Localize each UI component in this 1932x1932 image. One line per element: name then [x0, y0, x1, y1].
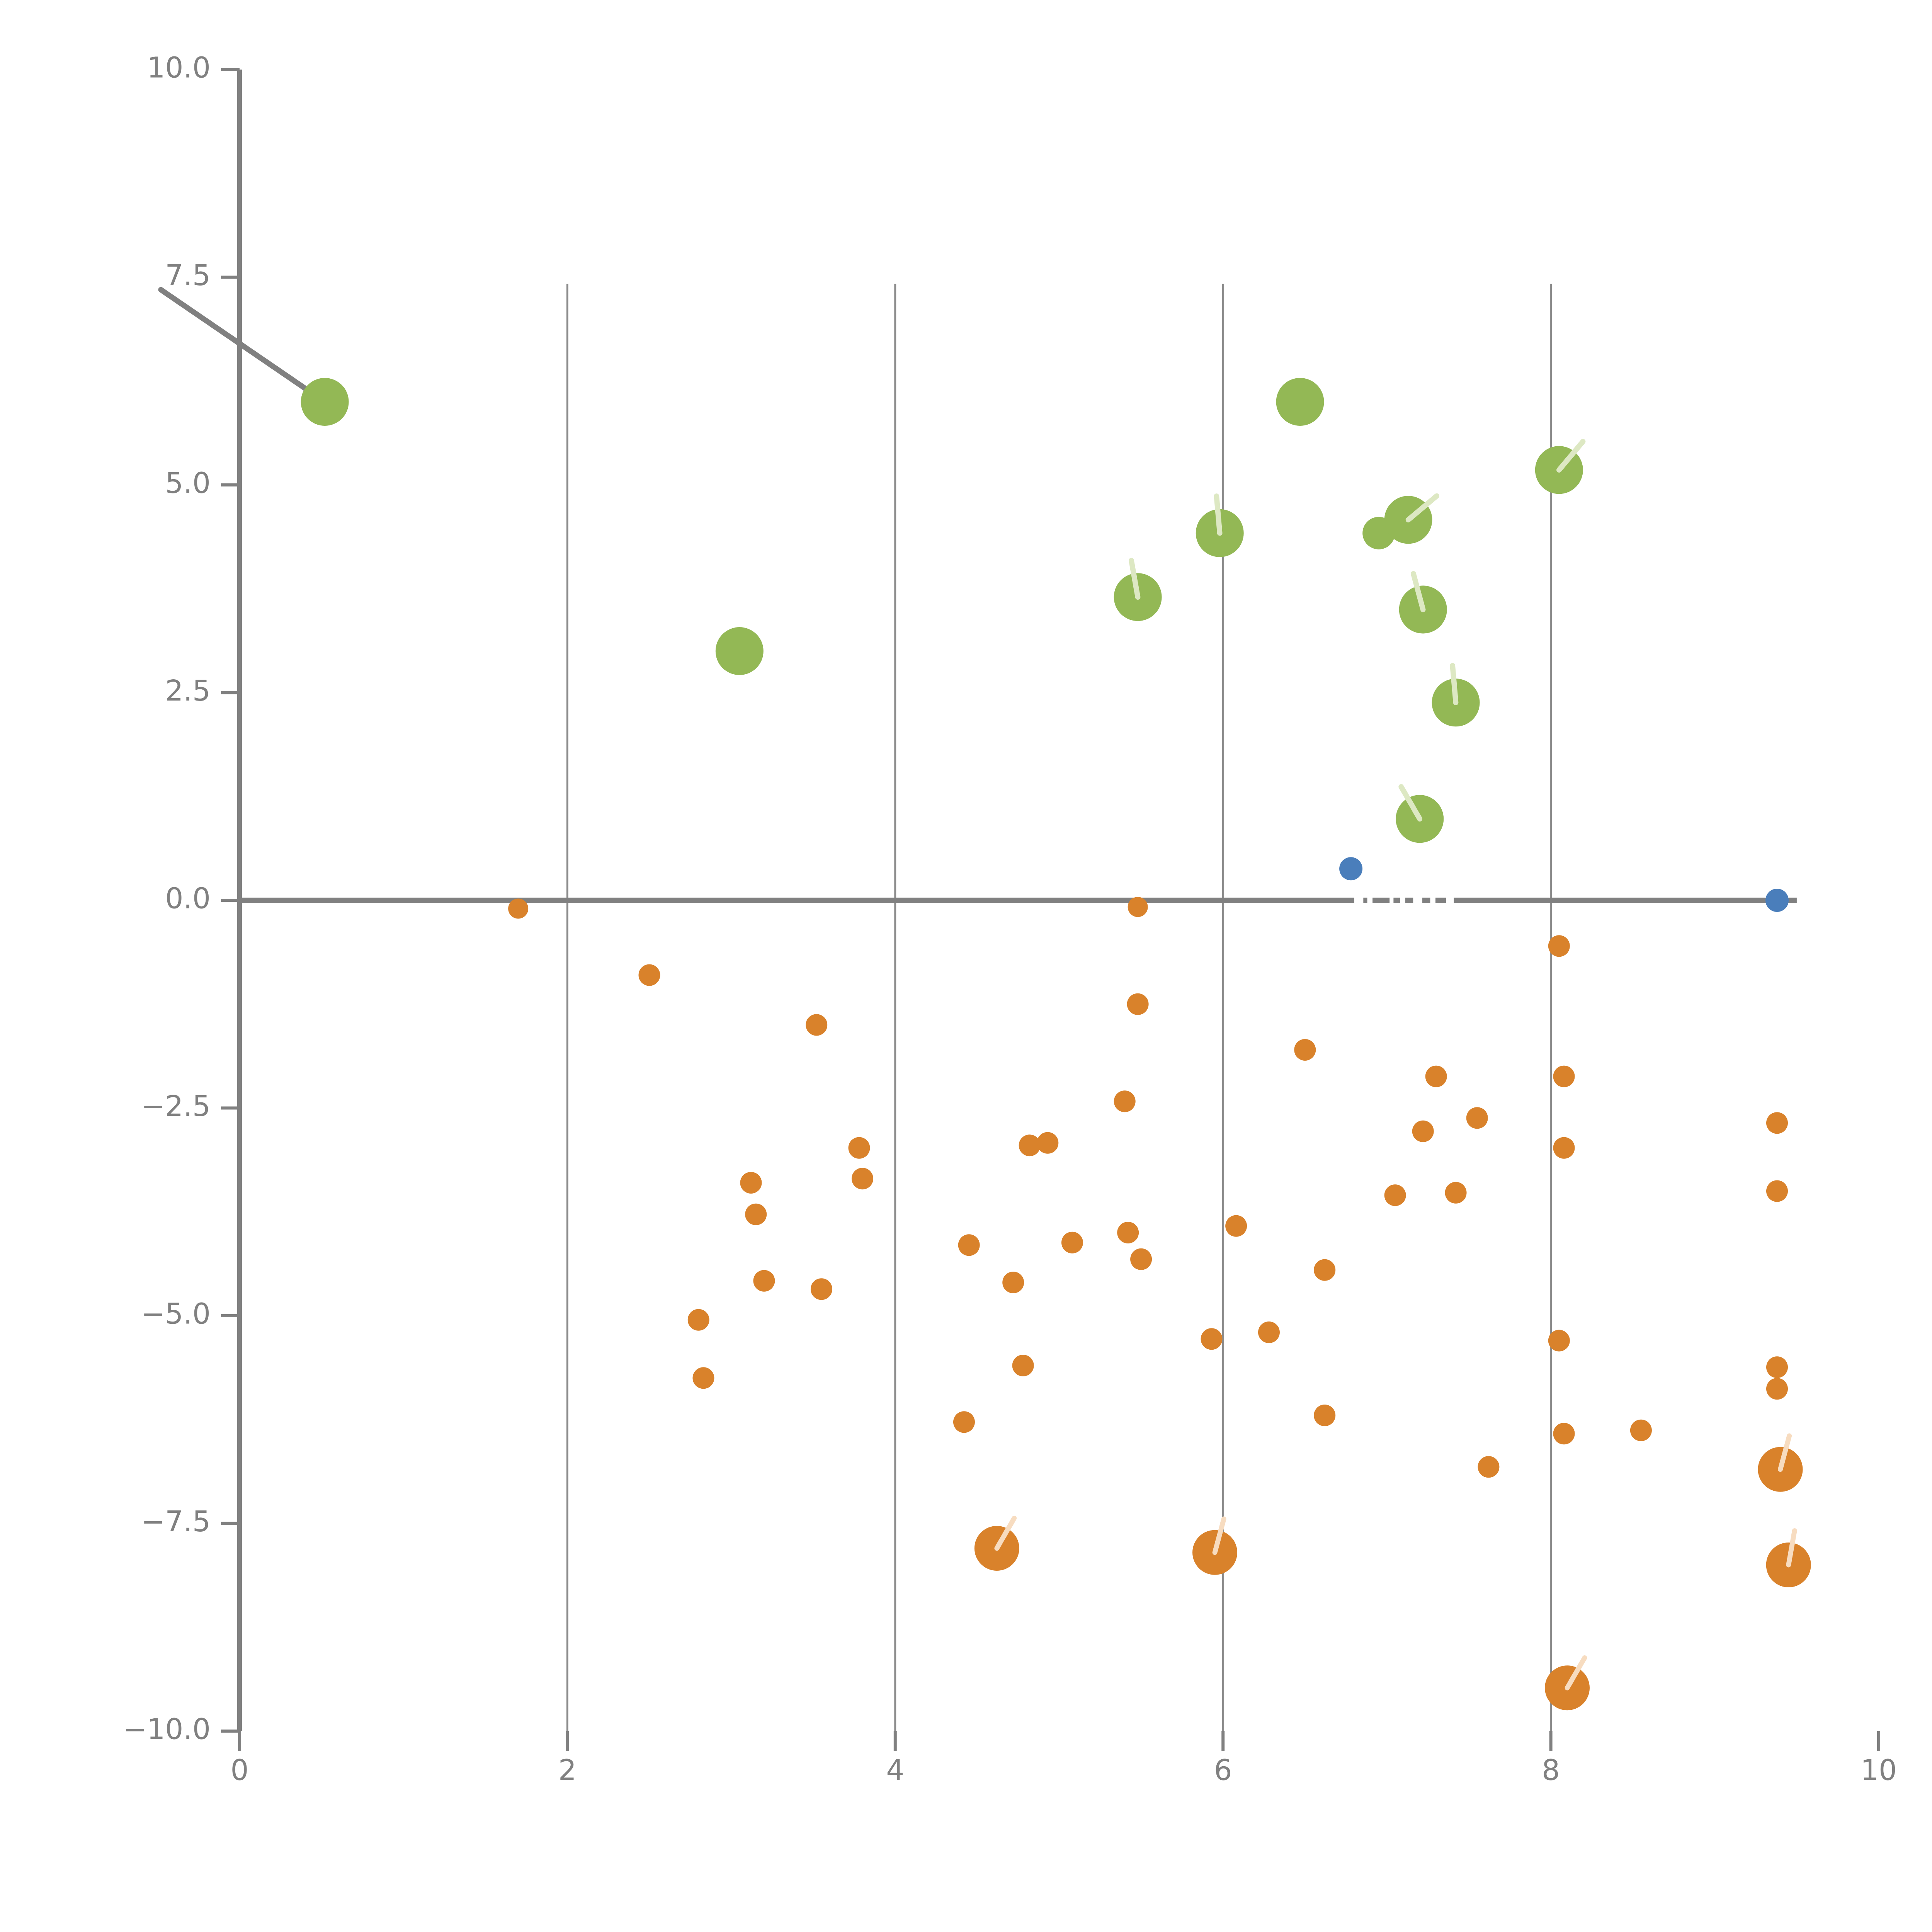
- marker-orange-20[interactable]: [1117, 1222, 1139, 1243]
- x-tick-label-0: 0: [230, 1753, 248, 1787]
- y-tick-label-8: −10.0: [123, 1713, 211, 1746]
- marker-orange-24[interactable]: [1201, 1328, 1223, 1350]
- marker-orange-43[interactable]: [1630, 1419, 1652, 1441]
- marker-orange-7[interactable]: [806, 1014, 828, 1036]
- marker-green-4[interactable]: [1276, 378, 1324, 426]
- marker-orange-27[interactable]: [1258, 1321, 1280, 1343]
- y-tick-label-6: −5.0: [141, 1298, 211, 1331]
- x-tick-label-3: 6: [1214, 1753, 1232, 1787]
- marker-orange-36[interactable]: [1478, 1456, 1500, 1478]
- series-blue: [1339, 857, 1789, 912]
- x-tick-label-2: 4: [886, 1753, 904, 1787]
- marker-whisker-orange-42: [1565, 1655, 1587, 1690]
- marker-whisker-green-3: [1214, 493, 1223, 536]
- marker-orange-6[interactable]: [753, 1270, 775, 1292]
- marker-orange-41[interactable]: [1553, 1423, 1575, 1445]
- marker-whisker-orange-48: [1778, 1433, 1792, 1472]
- marker-orange-14[interactable]: [1002, 1272, 1024, 1293]
- marker-orange-30[interactable]: [1314, 1405, 1336, 1426]
- y-tick-label-7: −7.5: [141, 1505, 211, 1538]
- marker-orange-2[interactable]: [687, 1309, 709, 1331]
- y-tick-label-4: 0.0: [165, 882, 211, 915]
- marker-orange-3[interactable]: [692, 1367, 714, 1389]
- axes-group: [221, 68, 1880, 1751]
- marker-orange-33[interactable]: [1425, 1065, 1447, 1087]
- marker-whisker-green-6: [1405, 493, 1439, 523]
- marker-whisker-orange-25: [1212, 1516, 1226, 1555]
- marker-orange-19[interactable]: [1114, 1090, 1136, 1112]
- marker-orange-28[interactable]: [1294, 1039, 1316, 1061]
- marker-orange-0[interactable]: [508, 898, 529, 919]
- marker-orange-32[interactable]: [1412, 1120, 1434, 1142]
- marker-orange-9[interactable]: [848, 1137, 870, 1159]
- x-tick-label-4: 8: [1542, 1753, 1560, 1787]
- marker-green-0[interactable]: [301, 378, 349, 426]
- marker-orange-1[interactable]: [638, 964, 660, 986]
- marker-orange-8[interactable]: [810, 1278, 832, 1300]
- marker-orange-18[interactable]: [1061, 1231, 1083, 1253]
- marker-blue-1[interactable]: [1765, 889, 1789, 912]
- marker-orange-46[interactable]: [1766, 1356, 1788, 1378]
- annotation-leader-line: [158, 287, 328, 405]
- x-tick-label-1: 2: [558, 1753, 577, 1787]
- marker-orange-37[interactable]: [1548, 935, 1570, 957]
- marker-orange-21[interactable]: [1128, 897, 1148, 917]
- marker-whisker-green-8: [1450, 663, 1459, 706]
- marker-orange-5[interactable]: [745, 1203, 767, 1225]
- marker-orange-16[interactable]: [1019, 1134, 1041, 1156]
- y-tick-label-3: 2.5: [165, 674, 211, 707]
- marker-orange-17[interactable]: [1037, 1132, 1059, 1154]
- leader-line: [158, 287, 328, 405]
- marker-green-1[interactable]: [715, 627, 764, 675]
- marker-orange-23[interactable]: [1130, 1248, 1152, 1270]
- y-tick-label-2: 5.0: [165, 467, 211, 500]
- marker-orange-38[interactable]: [1553, 1065, 1575, 1087]
- marker-orange-26[interactable]: [1225, 1215, 1247, 1237]
- tick-labels-group: 10.0 7.5 5.0 2.5 0.0 −2.5 −5.0 −7.5 −10.0 0 2 4 6 8 10: [123, 51, 1897, 1787]
- y-tick-label-0: 10.0: [147, 51, 211, 85]
- marker-orange-11[interactable]: [958, 1234, 980, 1256]
- marker-whisker-green-9: [1398, 784, 1423, 822]
- marker-orange-31[interactable]: [1384, 1184, 1406, 1206]
- marker-orange-40[interactable]: [1548, 1330, 1570, 1352]
- marker-orange-45[interactable]: [1766, 1180, 1788, 1202]
- marker-blue-0[interactable]: [1339, 857, 1363, 881]
- marker-orange-15[interactable]: [1012, 1355, 1034, 1376]
- data-markers-group: [301, 378, 1811, 1711]
- y-tick-label-1: 7.5: [165, 259, 211, 292]
- y-tick-label-5: −2.5: [141, 1090, 211, 1123]
- marker-orange-12[interactable]: [953, 1411, 975, 1433]
- marker-orange-10[interactable]: [851, 1168, 873, 1190]
- marker-orange-4[interactable]: [740, 1172, 762, 1194]
- marker-orange-39[interactable]: [1553, 1137, 1575, 1159]
- obscured-white-label: [1354, 897, 1454, 903]
- marker-orange-35[interactable]: [1466, 1107, 1488, 1129]
- x-tick-label-5: 10: [1861, 1753, 1897, 1787]
- marker-whisker-green-2: [1129, 558, 1141, 600]
- marker-orange-34[interactable]: [1445, 1182, 1467, 1204]
- marker-whisker-green-10: [1556, 439, 1586, 473]
- series-green: [301, 378, 1586, 843]
- marker-whisker-orange-13: [994, 1515, 1017, 1551]
- marker-whisker-green-7: [1411, 571, 1426, 612]
- marker-orange-29[interactable]: [1314, 1259, 1336, 1281]
- marker-orange-44[interactable]: [1766, 1112, 1788, 1134]
- series-orange: [508, 897, 1811, 1711]
- marker-orange-47[interactable]: [1766, 1378, 1788, 1400]
- marker-orange-22[interactable]: [1127, 993, 1149, 1015]
- marker-whisker-orange-49: [1786, 1528, 1797, 1568]
